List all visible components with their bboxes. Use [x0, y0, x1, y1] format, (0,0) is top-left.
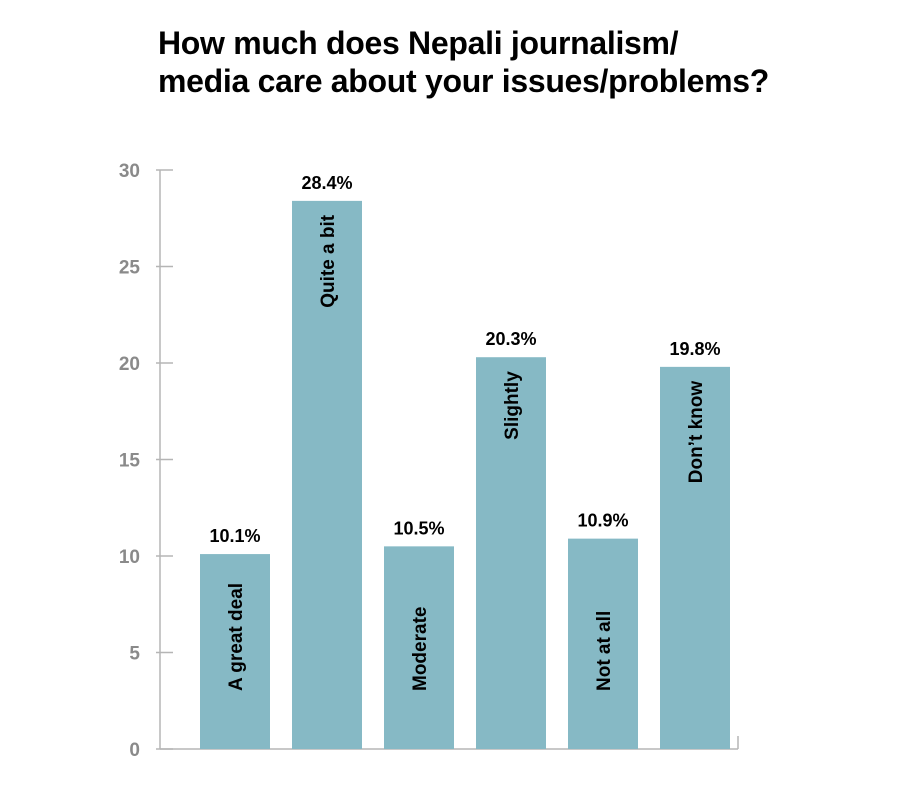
category-label: Quite a bit — [318, 214, 339, 308]
bar — [568, 538, 638, 749]
category-label: Don’t know — [686, 381, 707, 484]
category-labels: A great deal Quite a bit Moderate Slightly N… — [226, 214, 707, 691]
category-label: Moderate — [410, 607, 431, 691]
data-label: 28.4% — [301, 173, 352, 193]
bars — [200, 200, 730, 749]
data-label: 10.9% — [577, 511, 628, 531]
y-tick-label: 20 — [119, 354, 140, 375]
bar — [660, 366, 730, 749]
chart-title-line-2: media care about your issues/problems? — [158, 63, 770, 99]
y-tick-label: 0 — [129, 740, 140, 761]
category-label: Not at all — [594, 611, 615, 691]
data-label: 10.1% — [209, 526, 260, 546]
data-label: 19.8% — [669, 339, 720, 359]
y-tick-label: 15 — [119, 451, 141, 472]
category-label: A great deal — [226, 583, 247, 691]
data-labels: 10.1% 28.4% 10.5% 20.3% 10.9% 19.8% — [209, 173, 720, 546]
chart-title-line-1: How much does Nepali journalism/ — [158, 25, 679, 61]
y-tick-label: 10 — [119, 547, 140, 568]
y-tick-label: 5 — [129, 644, 140, 665]
data-label: 10.5% — [393, 518, 444, 538]
bar — [384, 546, 454, 749]
y-tick-label: 25 — [119, 258, 141, 279]
bar — [476, 357, 546, 749]
category-label: Slightly — [502, 371, 523, 440]
bar — [200, 554, 270, 749]
data-label: 20.3% — [485, 329, 536, 349]
y-tick-label: 30 — [119, 161, 140, 182]
y-axis-ticks: 0 5 10 15 20 25 30 — [119, 161, 173, 761]
chart-title: How much does Nepali journalism/ media c… — [158, 24, 858, 100]
bar — [292, 200, 362, 749]
